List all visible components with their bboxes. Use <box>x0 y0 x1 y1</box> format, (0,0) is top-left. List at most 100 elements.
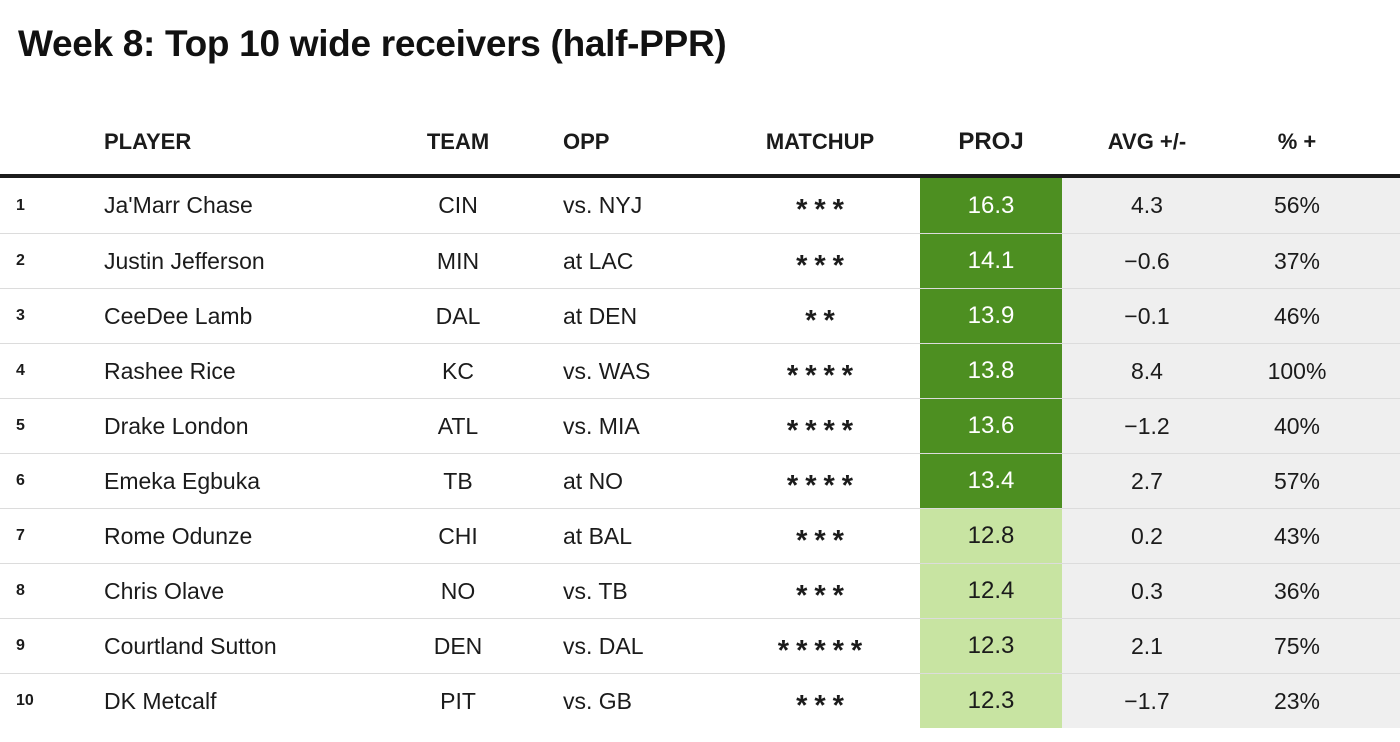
page: Week 8: Top 10 wide receivers (half-PPR)… <box>0 22 1400 728</box>
matchup-cell: ** <box>720 289 920 343</box>
column-header-avg: AVG +/- <box>1107 129 1187 154</box>
avg-cell: 4.3 <box>1062 178 1232 233</box>
team-cell: MIN <box>436 247 480 274</box>
rank-cell: 9 <box>16 637 25 654</box>
table-row: 7 Rome Odunze CHI at BAL *** 12.8 0.2 43… <box>0 508 1400 563</box>
team-cell: DAL <box>435 302 481 329</box>
table-row: 9 Courtland Sutton DEN vs. DAL ***** 12.… <box>0 618 1400 673</box>
matchup-cell: *** <box>720 564 920 618</box>
matchup-cell: **** <box>720 399 920 453</box>
table-header-row: PLAYER TEAM OPP MATCHUP PROJ AVG +/- % + <box>0 110 1400 178</box>
column-header-player: PLAYER <box>104 129 192 154</box>
row-filler <box>1362 399 1400 453</box>
matchup-cell: **** <box>720 454 920 508</box>
receivers-table: PLAYER TEAM OPP MATCHUP PROJ AVG +/- % +… <box>0 110 1400 728</box>
matchup-cell: ***** <box>720 619 920 673</box>
player-cell: Rome Odunze <box>104 522 253 549</box>
column-header-proj: PROJ <box>958 128 1024 155</box>
pct-cell: 100% <box>1232 344 1362 398</box>
proj-cell: 13.6 <box>920 399 1062 453</box>
table-body: 1 Ja'Marr Chase CIN vs. NYJ *** 16.3 4.3… <box>0 178 1400 728</box>
column-header-matchup: MATCHUP <box>765 129 875 154</box>
avg-cell: −0.6 <box>1062 234 1232 288</box>
matchup-stars: *** <box>796 194 851 226</box>
table-row: 8 Chris Olave NO vs. TB *** 12.4 0.3 36% <box>0 563 1400 618</box>
team-cell: PIT <box>440 687 476 714</box>
team-cell: KC <box>442 357 474 384</box>
row-filler <box>1362 509 1400 563</box>
player-cell: Drake London <box>104 412 249 439</box>
proj-cell: 12.8 <box>920 509 1062 563</box>
table-row: 4 Rashee Rice KC vs. WAS **** 13.8 8.4 1… <box>0 343 1400 398</box>
column-header-team: TEAM <box>426 129 490 154</box>
pct-cell: 43% <box>1232 509 1362 563</box>
player-cell: Chris Olave <box>104 577 225 604</box>
rank-cell: 4 <box>16 362 25 379</box>
avg-cell: 2.1 <box>1062 619 1232 673</box>
team-cell: CIN <box>438 192 478 218</box>
table-row: 10 DK Metcalf PIT vs. GB *** 12.3 −1.7 2… <box>0 673 1400 728</box>
rank-cell: 5 <box>16 417 25 434</box>
row-filler <box>1362 454 1400 508</box>
proj-cell: 13.4 <box>920 454 1062 508</box>
proj-cell: 12.3 <box>920 619 1062 673</box>
table-row: 6 Emeka Egbuka TB at NO **** 13.4 2.7 57… <box>0 453 1400 508</box>
proj-cell: 16.3 <box>920 178 1062 233</box>
matchup-cell: *** <box>720 178 920 233</box>
opp-cell: at DEN <box>563 302 638 329</box>
pct-cell: 23% <box>1232 674 1362 728</box>
player-cell: Emeka Egbuka <box>104 467 260 494</box>
row-filler <box>1362 674 1400 728</box>
opp-cell: at LAC <box>563 247 634 274</box>
matchup-cell: *** <box>720 509 920 563</box>
rank-cell: 2 <box>16 252 25 269</box>
page-title: Week 8: Top 10 wide receivers (half-PPR) <box>18 23 727 64</box>
opp-cell: at NO <box>563 467 624 494</box>
table-row: 3 CeeDee Lamb DAL at DEN ** 13.9 −0.1 46… <box>0 288 1400 343</box>
pct-cell: 40% <box>1232 399 1362 453</box>
team-cell: TB <box>443 467 473 494</box>
avg-cell: 0.3 <box>1062 564 1232 618</box>
matchup-stars: **** <box>786 469 861 502</box>
matchup-stars: *** <box>796 524 851 557</box>
avg-cell: −0.1 <box>1062 289 1232 343</box>
proj-cell: 12.4 <box>920 564 1062 618</box>
player-cell: Justin Jefferson <box>104 247 265 274</box>
column-header-pct: % + <box>1277 129 1317 154</box>
team-cell: NO <box>440 577 476 604</box>
team-cell: ATL <box>437 412 479 439</box>
table-row: 2 Justin Jefferson MIN at LAC *** 14.1 −… <box>0 233 1400 288</box>
avg-cell: −1.2 <box>1062 399 1232 453</box>
table-row: 1 Ja'Marr Chase CIN vs. NYJ *** 16.3 4.3… <box>0 178 1400 233</box>
matchup-stars: *** <box>796 249 851 282</box>
opp-cell: vs. NYJ <box>563 192 643 218</box>
matchup-stars: **** <box>786 359 861 392</box>
row-filler <box>1362 619 1400 673</box>
matchup-stars: ** <box>805 304 842 337</box>
pct-cell: 37% <box>1232 234 1362 288</box>
rank-cell: 6 <box>16 472 25 489</box>
opp-cell: vs. TB <box>563 577 628 604</box>
avg-cell: 8.4 <box>1062 344 1232 398</box>
row-filler <box>1362 178 1400 233</box>
pct-cell: 46% <box>1232 289 1362 343</box>
header-filler <box>1362 110 1400 174</box>
row-filler <box>1362 234 1400 288</box>
column-header-rank <box>0 110 100 174</box>
column-header-opp: OPP <box>563 129 610 154</box>
team-cell: CHI <box>438 522 478 549</box>
rank-cell: 8 <box>16 582 25 599</box>
opp-cell: vs. GB <box>563 687 633 714</box>
pct-cell: 75% <box>1232 619 1362 673</box>
player-cell: Rashee Rice <box>104 357 236 384</box>
matchup-stars: *** <box>796 579 851 612</box>
avg-cell: 0.2 <box>1062 509 1232 563</box>
player-cell: Ja'Marr Chase <box>104 192 253 218</box>
matchup-cell: *** <box>720 674 920 728</box>
player-cell: Courtland Sutton <box>104 632 277 659</box>
pct-cell: 57% <box>1232 454 1362 508</box>
matchup-stars: *** <box>796 689 851 722</box>
proj-cell: 12.3 <box>920 674 1062 728</box>
rank-cell: 10 <box>16 692 34 709</box>
player-cell: CeeDee Lamb <box>104 302 253 329</box>
